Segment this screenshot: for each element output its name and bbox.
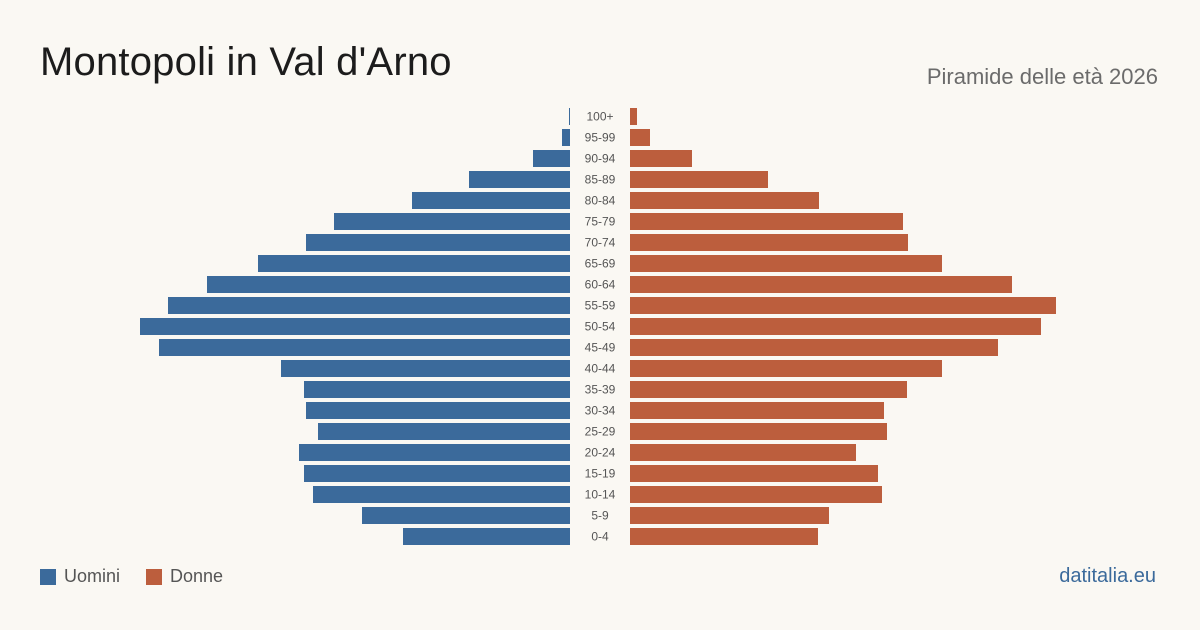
bar-men-5-9 [362, 507, 570, 524]
bar-men-20-24 [299, 444, 570, 461]
bar-women-20-24 [630, 444, 856, 461]
legend-item-women: Donne [146, 566, 223, 587]
tick-label-95-99: 95-99 [585, 131, 616, 145]
tick-label-20-24: 20-24 [585, 446, 616, 460]
tick-label-65-69: 65-69 [585, 257, 616, 271]
bar-men-70-74 [306, 234, 570, 251]
legend-swatch-women [146, 568, 163, 585]
bar-women-65-69 [630, 255, 942, 272]
bar-women-80-84 [630, 192, 819, 209]
tick-label-35-39: 35-39 [585, 383, 616, 397]
bar-men-10-14 [313, 486, 570, 503]
tick-label-30-34: 30-34 [585, 404, 616, 418]
bar-men-40-44 [281, 360, 570, 377]
bar-men-60-64 [207, 276, 570, 293]
tick-label-55-59: 55-59 [585, 299, 616, 313]
tick-label-70-74: 70-74 [585, 236, 616, 250]
bar-women-60-64 [630, 276, 1012, 293]
bar-women-5-9 [630, 507, 829, 524]
bar-men-35-39 [304, 381, 570, 398]
bar-women-40-44 [630, 360, 942, 377]
bar-men-50-54 [140, 318, 570, 335]
bar-men-65-69 [258, 255, 570, 272]
bar-women-100plus [630, 108, 637, 125]
tick-label-80-84: 80-84 [585, 194, 616, 208]
tick-label-15-19: 15-19 [585, 467, 616, 481]
bar-women-95-99 [630, 129, 650, 146]
bar-men-90-94 [533, 150, 570, 167]
bar-men-45-49 [159, 339, 570, 356]
bar-women-55-59 [630, 297, 1056, 314]
chart-title: Montopoli in Val d'Arno [40, 40, 452, 84]
bar-men-30-34 [306, 402, 570, 419]
bar-men-0-4 [403, 528, 570, 545]
tick-label-50-54: 50-54 [585, 320, 616, 334]
tick-label-45-49: 45-49 [585, 341, 616, 355]
tick-label-25-29: 25-29 [585, 425, 616, 439]
bar-women-30-34 [630, 402, 884, 419]
source-link[interactable]: datitalia.eu [1059, 565, 1156, 587]
tick-label-85-89: 85-89 [585, 173, 616, 187]
legend: Uomini Donne [40, 566, 223, 587]
bar-women-25-29 [630, 423, 887, 440]
bar-women-45-49 [630, 339, 998, 356]
bar-women-90-94 [630, 150, 692, 167]
tick-label-100plus: 100+ [586, 110, 613, 124]
tick-label-10-14: 10-14 [585, 488, 616, 502]
tick-label-40-44: 40-44 [585, 362, 616, 376]
chart-subtitle: Piramide delle età 2026 [926, 64, 1158, 89]
legend-swatch-men [40, 568, 56, 585]
bar-men-95-99 [562, 129, 570, 146]
tick-label-0-4: 0-4 [591, 530, 609, 544]
bar-women-85-89 [630, 171, 768, 188]
bar-men-55-59 [168, 297, 570, 314]
bar-men-25-29 [318, 423, 570, 440]
legend-label-women: Donne [170, 566, 224, 586]
bar-women-35-39 [630, 381, 907, 398]
bar-men-75-79 [334, 213, 570, 230]
bar-women-70-74 [630, 234, 908, 251]
bar-women-50-54 [630, 318, 1041, 335]
bar-women-10-14 [630, 486, 882, 503]
bar-men-15-19 [304, 465, 570, 482]
tick-label-75-79: 75-79 [585, 215, 616, 229]
bar-women-15-19 [630, 465, 878, 482]
bar-men-80-84 [412, 192, 570, 209]
tick-label-60-64: 60-64 [585, 278, 616, 292]
bar-women-0-4 [630, 528, 818, 545]
tick-label-90-94: 90-94 [585, 152, 616, 166]
tick-label-5-9: 5-9 [591, 509, 609, 523]
legend-label-men: Uomini [64, 566, 121, 586]
legend-item-men: Uomini [40, 566, 120, 587]
bar-men-100plus [569, 108, 570, 125]
bar-women-75-79 [630, 213, 903, 230]
bar-men-85-89 [469, 171, 570, 188]
